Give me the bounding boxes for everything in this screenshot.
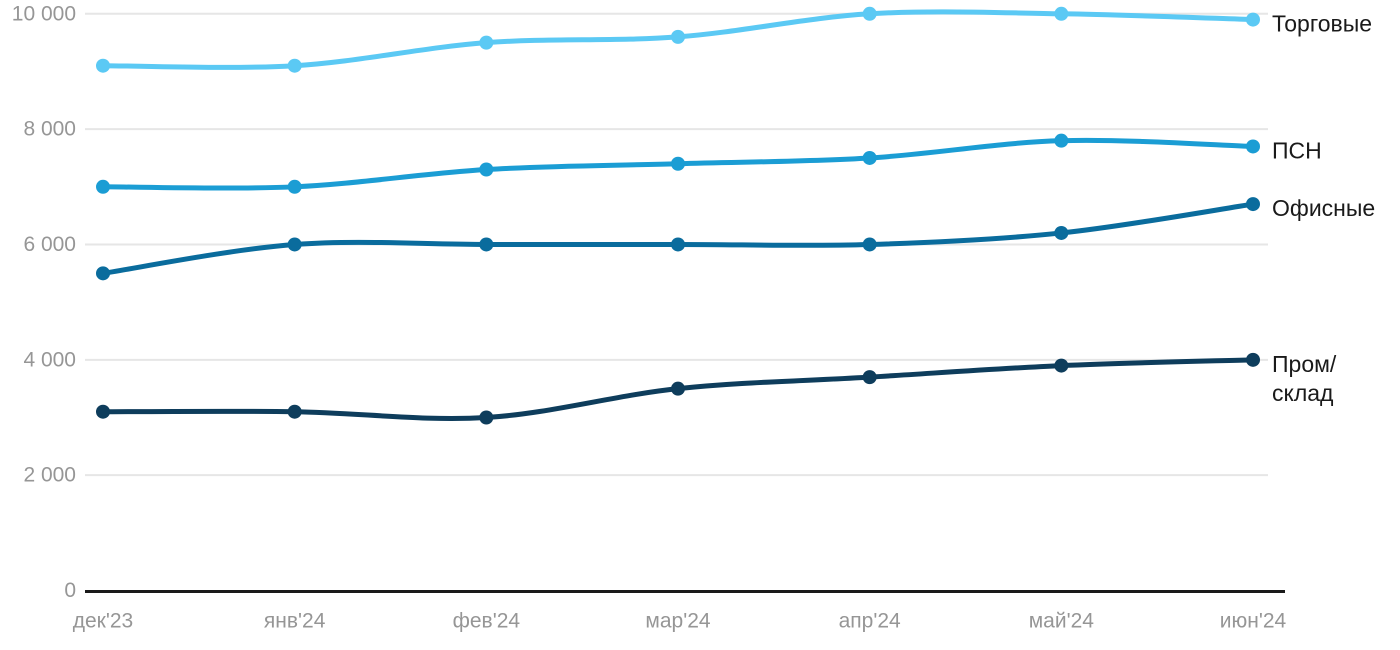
series-point: [96, 266, 110, 281]
series-point: [287, 58, 302, 73]
series-point: [671, 29, 685, 44]
series-point: [862, 150, 877, 165]
series-point: [671, 381, 685, 396]
series-point: [1246, 352, 1260, 367]
series-point: [1054, 358, 1069, 373]
series-point: [479, 237, 494, 252]
y-tick-label: 0: [64, 579, 76, 602]
series-point: [671, 237, 685, 252]
series-point: [1246, 197, 1260, 212]
series-point: [1054, 133, 1069, 148]
series-point: [1246, 12, 1260, 27]
series-point: [287, 237, 302, 252]
y-tick-label: 10 000: [12, 2, 76, 25]
series-point: [862, 237, 877, 252]
y-tick-label: 6 000: [23, 233, 76, 256]
series-point: [96, 58, 110, 73]
series-point: [862, 370, 877, 385]
y-tick-label: 4 000: [23, 348, 76, 371]
series-point: [1054, 225, 1069, 240]
series-point: [479, 35, 494, 50]
series-point: [1246, 139, 1260, 154]
x-tick-label: мар'24: [645, 610, 710, 633]
series-point: [479, 410, 494, 425]
series-point: [671, 156, 685, 171]
series-label-1: ПСН: [1272, 137, 1322, 163]
x-tick-label: май'24: [1029, 610, 1095, 633]
series-label-0: Торговые: [1272, 11, 1372, 37]
series-point: [1054, 6, 1069, 21]
series-point: [479, 162, 494, 177]
series-point: [862, 6, 877, 21]
series-label-3: Пром/склад: [1272, 351, 1337, 406]
series-point: [96, 404, 110, 419]
x-tick-label: фев'24: [453, 610, 521, 633]
x-tick-label: дек'23: [73, 610, 134, 633]
x-tick-label: июн'24: [1220, 610, 1287, 633]
y-tick-label: 2 000: [23, 464, 76, 487]
series-point: [287, 404, 302, 419]
series-label-2: Офисные: [1272, 195, 1375, 221]
x-tick-label: апр'24: [839, 610, 901, 633]
y-tick-label: 8 000: [23, 118, 76, 141]
series-point: [96, 179, 110, 194]
series-point: [287, 179, 302, 194]
x-tick-label: янв'24: [264, 610, 326, 633]
